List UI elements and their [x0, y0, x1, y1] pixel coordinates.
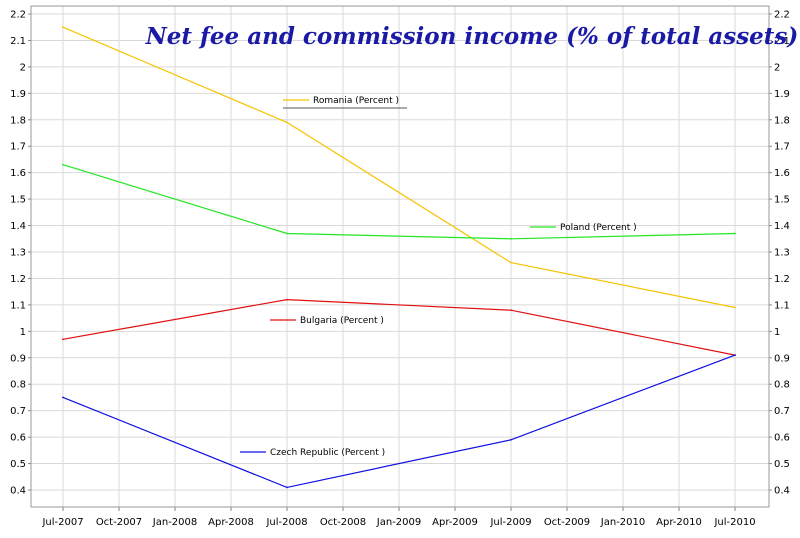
y-tick-label: 1.2 — [10, 274, 26, 285]
data-point — [62, 396, 64, 399]
y-tick-label-right: 1.9 — [774, 89, 790, 100]
y-tick-label: 2 — [20, 62, 26, 73]
data-point — [510, 438, 512, 441]
y-tick-label-right: 1.5 — [774, 195, 790, 206]
series-labels: Romania (Percent ) Poland (Percent ) Bulga… — [240, 96, 637, 458]
y-axis-left: 0.4 0.5 0.6 0.7 0.8 0.9 1 1.1 1.2 1.3 1.4 1.5 1.6 1.7… — [10, 10, 31, 497]
y-tick-label: 1.3 — [10, 248, 26, 259]
y-tick-label: 0.8 — [10, 380, 26, 391]
y-tick-label: 1.5 — [10, 195, 26, 206]
x-tick-label: Jan-2009 — [376, 517, 421, 528]
data-point — [62, 338, 64, 341]
data-point — [734, 306, 736, 309]
plot-frame — [30, 5, 770, 508]
x-tick-label: Apr-2009 — [432, 517, 478, 528]
data-point — [510, 237, 512, 240]
x-tick-label: Apr-2010 — [656, 517, 702, 528]
y-tick-label-right: 0.4 — [774, 486, 790, 497]
y-tick-label: 2.1 — [10, 36, 26, 47]
y-tick-label: 0.5 — [10, 459, 26, 470]
y-tick-label: 1.7 — [10, 142, 26, 153]
series-line-2 — [62, 164, 736, 240]
y-tick-label: 2.2 — [10, 10, 26, 21]
y-tick-label-right: 1.4 — [774, 221, 790, 232]
series-line-3 — [62, 298, 736, 356]
data-point — [286, 298, 288, 301]
x-axis: Jul-2007 Oct-2007 Jan-2008 Apr-2008 Jul-2008… — [41, 507, 756, 528]
x-tick-label: Jul-2007 — [41, 517, 83, 528]
series-label: Romania (Percent ) — [313, 96, 399, 106]
x-tick-label: Apr-2008 — [208, 517, 254, 528]
data-point — [286, 486, 288, 489]
data-point — [286, 121, 288, 124]
data-point — [510, 309, 512, 312]
y-tick-label-right: 0.6 — [774, 433, 790, 444]
y-tick-label: 0.4 — [10, 486, 26, 497]
x-tick-label: Jul-2010 — [713, 517, 755, 528]
y-tick-label-right: 1.8 — [774, 115, 790, 126]
y-tick-label-right: 1.2 — [774, 274, 790, 285]
y-tick-label-right: 2.1 — [774, 36, 790, 47]
series-label: Czech Republic (Percent ) — [270, 448, 385, 458]
y-tick-label-right: 1.7 — [774, 142, 790, 153]
y-tick-label-right: 1.3 — [774, 248, 790, 259]
y-tick-label-right: 2.2 — [774, 10, 790, 21]
y-tick-label: 1.6 — [10, 168, 26, 179]
series-line-4 — [62, 354, 736, 489]
series-line-1 — [62, 26, 736, 309]
y-tick-label-right: 0.7 — [774, 406, 790, 417]
series-label: Bulgaria (Percent ) — [300, 316, 384, 326]
chart-title: Net fee and commission income (% of tota… — [145, 23, 799, 50]
data-point — [62, 163, 64, 166]
x-tick-label: Oct-2008 — [320, 517, 366, 528]
grid — [31, 6, 769, 507]
y-tick-label: 1.4 — [10, 221, 26, 232]
y-tick-label-right: 2 — [774, 62, 780, 73]
y-tick-label: 0.7 — [10, 406, 26, 417]
y-tick-label-right: 1 — [774, 327, 780, 338]
y-axis-right: 0.4 0.5 0.6 0.7 0.8 0.9 1 1.1 1.2 1.3 1.4 1.5 1.6 1.7… — [769, 10, 790, 497]
x-tick-label: Oct-2007 — [96, 517, 142, 528]
series-label: Poland (Percent ) — [560, 223, 637, 233]
y-tick-label-right: 1.6 — [774, 168, 790, 179]
y-tick-label: 1.8 — [10, 115, 26, 126]
data-point — [510, 261, 512, 264]
data-point — [62, 26, 64, 29]
y-tick-label-right: 0.9 — [774, 353, 790, 364]
y-tick-label-right: 0.5 — [774, 459, 790, 470]
data-point — [286, 232, 288, 235]
data-point — [734, 354, 736, 356]
y-tick-label-right: 1.1 — [774, 300, 790, 311]
data-point — [734, 232, 736, 235]
y-tick-label: 1.9 — [10, 89, 26, 100]
y-tick-label: 0.6 — [10, 433, 26, 444]
series-lines — [62, 26, 736, 489]
y-tick-label: 0.9 — [10, 353, 26, 364]
x-tick-label: Jul-2008 — [265, 517, 307, 528]
x-tick-label: Jul-2009 — [489, 517, 531, 528]
y-tick-label-right: 0.8 — [774, 380, 790, 391]
y-tick-label: 1.1 — [10, 300, 26, 311]
x-tick-label: Oct-2009 — [544, 517, 590, 528]
x-tick-label: Jan-2010 — [600, 517, 645, 528]
y-tick-label: 1 — [20, 327, 26, 338]
x-tick-label: Jan-2008 — [152, 517, 197, 528]
